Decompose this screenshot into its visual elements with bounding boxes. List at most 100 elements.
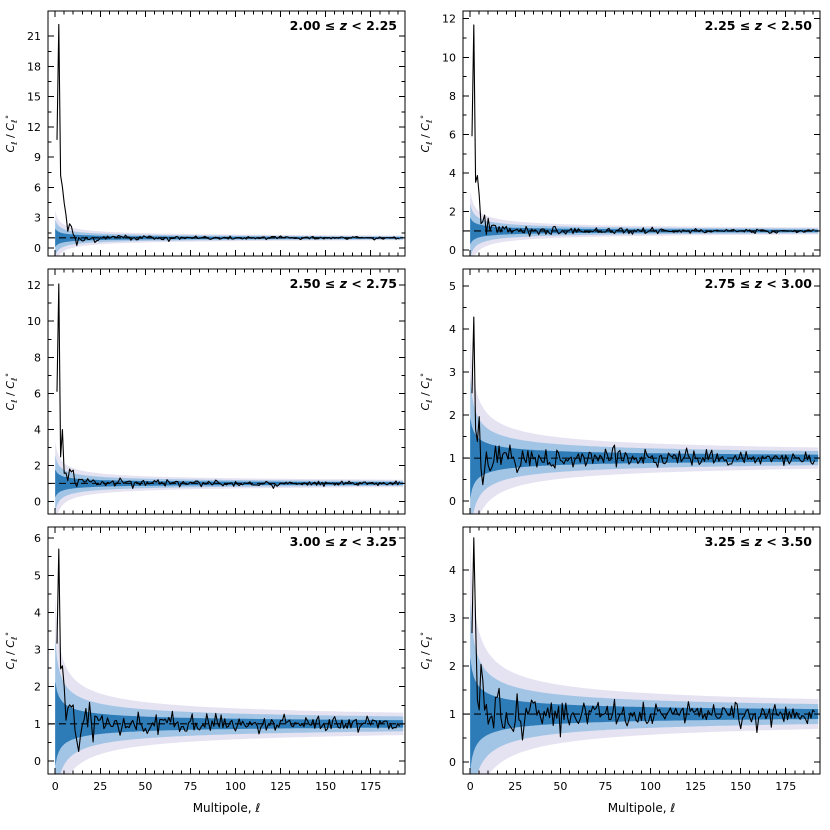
y-axis-label: Cℓ / Cℓ∘ <box>2 631 20 669</box>
x-tick-label: 50 <box>553 780 567 793</box>
y-tick-label: 4 <box>449 564 456 577</box>
x-tick-label: 125 <box>685 780 706 793</box>
x-tick-label: 25 <box>93 780 107 793</box>
x-tick-label: 150 <box>315 780 336 793</box>
axis-ticks <box>48 11 405 256</box>
axis-ticks <box>463 11 820 256</box>
plot-area <box>463 24 820 256</box>
y-tick-label: 1 <box>449 452 456 465</box>
x-tick-label: 100 <box>640 780 661 793</box>
y-tick-label: 2 <box>34 459 41 472</box>
y-tick-label: 2 <box>449 206 456 219</box>
y-tick-label: 2 <box>449 660 456 673</box>
y-tick-label: 6 <box>34 532 41 545</box>
y-tick-label: 3 <box>34 644 41 657</box>
panel-title: 2.50 ≤ z < 2.75 <box>290 276 397 291</box>
axes-spines <box>462 10 821 257</box>
y-axis-label: Cℓ / Cℓ∘ <box>417 114 435 152</box>
y-axis-label: Cℓ / Cℓ∘ <box>2 372 20 410</box>
band-outer-3sigma <box>470 190 819 256</box>
y-tick-label: 6 <box>34 181 41 194</box>
y-tick-label: 5 <box>34 569 41 582</box>
chart-svg: 0 2 4 6 8 10 12 2.50 ≤ z < 2.75 Cℓ / Cℓ∘ <box>2 268 406 515</box>
y-tick-label: 10 <box>442 51 456 64</box>
y-tick-label: 12 <box>27 279 41 292</box>
chart-svg: 0 1 2 3 4 5 2.75 ≤ z < 3.00 Cℓ / Cℓ∘ <box>417 268 821 515</box>
y-tick-label: 4 <box>34 606 41 619</box>
x-tick-label: 0 <box>52 780 59 793</box>
y-tick-label: 12 <box>27 121 41 134</box>
tick-labels: 0 2 4 6 8 10 12 <box>442 13 456 257</box>
panel-title: 2.00 ≤ z < 2.25 <box>290 18 397 33</box>
tick-labels: 0 25 50 75 100 125 150 175 0 1 2 3 4 <box>449 564 796 793</box>
data-line <box>56 23 400 246</box>
y-tick-label: 6 <box>34 387 41 400</box>
panel-z2.00-2.25: 0 3 6 9 12 15 18 21 2.00 ≤ z < 2.25 Cℓ / Cℓ∘ <box>0 4 415 262</box>
y-tick-label: 0 <box>449 756 456 769</box>
y-tick-label: 0 <box>34 755 41 768</box>
plot-area <box>48 23 405 256</box>
band-outer-3sigma <box>470 337 819 514</box>
y-tick-label: 2 <box>449 409 456 422</box>
axis-ticks <box>463 269 820 514</box>
band-outer-3sigma <box>55 210 404 256</box>
x-tick-label: 100 <box>225 780 246 793</box>
x-tick-label: 25 <box>508 780 522 793</box>
plot-area <box>463 316 820 514</box>
panel-z3.25-3.50: 0 25 50 75 100 125 150 175 0 1 2 3 4 3.25 ≤ z < 3.50 C… <box>415 520 830 822</box>
data-line <box>56 283 401 489</box>
panel-title: 3.00 ≤ z < 3.25 <box>290 534 397 549</box>
y-tick-label: 4 <box>34 423 41 436</box>
y-tick-label: 9 <box>34 151 41 164</box>
tick-labels: 0 1 2 3 4 5 <box>449 280 456 508</box>
tick-labels: 0 3 6 9 12 15 18 21 <box>27 30 41 255</box>
data-line <box>471 24 815 237</box>
y-tick-label: 3 <box>449 612 456 625</box>
panel-z2.75-3.00: 0 1 2 3 4 5 2.75 ≤ z < 3.00 Cℓ / Cℓ∘ <box>415 262 830 520</box>
y-tick-label: 0 <box>34 495 41 508</box>
y-tick-label: 18 <box>27 60 41 73</box>
y-tick-label: 12 <box>442 13 456 26</box>
tick-labels: 0 2 4 6 8 10 12 <box>27 279 41 508</box>
x-tick-label: 125 <box>270 780 291 793</box>
x-axis-label: Multipole, ℓ <box>193 801 261 815</box>
x-tick-label: 50 <box>138 780 152 793</box>
y-tick-label: 4 <box>449 323 456 336</box>
y-tick-label: 0 <box>34 242 41 255</box>
tick-labels: 0 25 50 75 100 125 150 175 0 1 2 3 4 5 6 <box>34 532 381 793</box>
axis-ticks <box>463 527 820 774</box>
y-tick-label: 8 <box>34 351 41 364</box>
x-tick-label: 175 <box>360 780 381 793</box>
plot-area <box>48 283 405 514</box>
y-tick-label: 8 <box>449 90 456 103</box>
band-outer-3sigma <box>55 441 404 514</box>
x-tick-label: 75 <box>183 780 197 793</box>
axis-ticks <box>48 527 405 774</box>
y-axis-label: Cℓ / Cℓ∘ <box>417 372 435 410</box>
axis-ticks <box>48 269 405 514</box>
y-tick-label: 15 <box>27 91 41 104</box>
band-mid-2sigma <box>470 377 819 514</box>
panel-title: 2.25 ≤ z < 2.50 <box>705 18 813 33</box>
panel-title: 3.25 ≤ z < 3.50 <box>705 534 813 549</box>
plot-area <box>48 548 405 774</box>
y-tick-label: 6 <box>449 128 456 141</box>
chart-svg: 0 25 50 75 100 125 150 175 0 1 2 3 4 5 6 3.00 ≤ z < 3.2… <box>2 526 406 815</box>
axes-spines <box>47 10 406 257</box>
chart-svg: 0 3 6 9 12 15 18 21 2.00 ≤ z < 2.25 Cℓ / Cℓ∘ <box>2 10 406 257</box>
x-tick-label: 150 <box>730 780 751 793</box>
x-axis-label: Multipole, ℓ <box>608 801 676 815</box>
x-tick-label: 0 <box>467 780 474 793</box>
panel-z2.50-2.75: 0 2 4 6 8 10 12 2.50 ≤ z < 2.75 Cℓ / Cℓ∘ <box>0 262 415 520</box>
panel-z2.25-2.50: 0 2 4 6 8 10 12 2.25 ≤ z < 2.50 Cℓ / Cℓ∘ <box>415 4 830 262</box>
panel-title: 2.75 ≤ z < 3.00 <box>705 276 813 291</box>
y-tick-label: 2 <box>34 681 41 694</box>
y-tick-label: 0 <box>449 244 456 257</box>
y-tick-label: 10 <box>27 315 41 328</box>
y-tick-label: 0 <box>449 495 456 508</box>
x-tick-label: 175 <box>775 780 796 793</box>
y-tick-label: 3 <box>34 212 41 225</box>
band-mid-2sigma <box>470 600 819 774</box>
